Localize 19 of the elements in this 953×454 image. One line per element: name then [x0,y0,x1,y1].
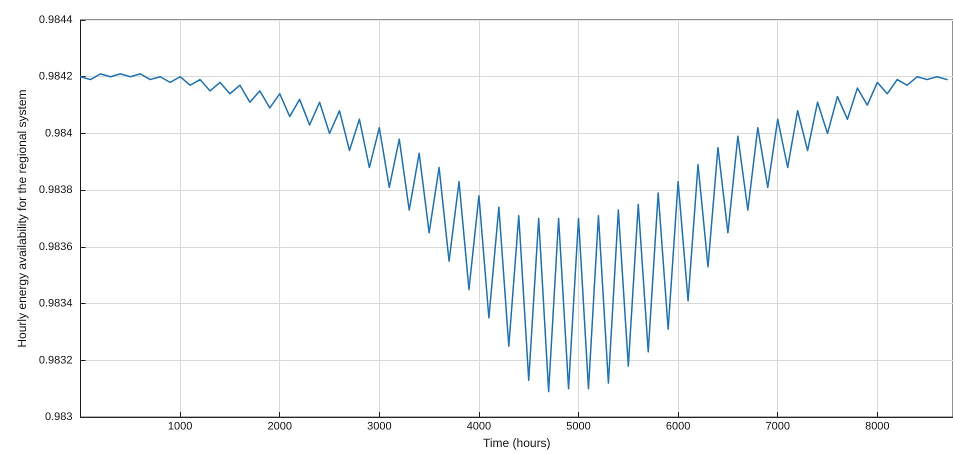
x-axis-title: Time (hours) [482,436,551,450]
y-tick-label: 0.9838 [38,184,73,196]
y-tick-label: 0.9844 [38,14,73,26]
y-tick-label: 0.9842 [38,70,73,83]
x-tick-label: 3000 [367,420,392,433]
y-tick-label: 0.9832 [38,354,73,366]
x-tick-label: 1000 [168,420,192,433]
x-tick-label: 7000 [765,420,790,433]
y-tick-label: 0.9834 [38,298,73,310]
y-axis-title: Hourly energy availability for the regional system [15,89,29,348]
line-series [80,73,948,392]
x-tick-label: 2000 [267,420,292,433]
y-tick-label: 0.984 [45,127,73,140]
x-tick-label: 8000 [865,420,890,433]
x-tick-label: 5000 [566,420,591,433]
x-tick-label: 6000 [666,420,690,433]
x-tick-label: 4000 [466,420,492,433]
y-tick-label: 0.9836 [38,240,73,253]
y-tick-label: 0.983 [45,411,73,424]
